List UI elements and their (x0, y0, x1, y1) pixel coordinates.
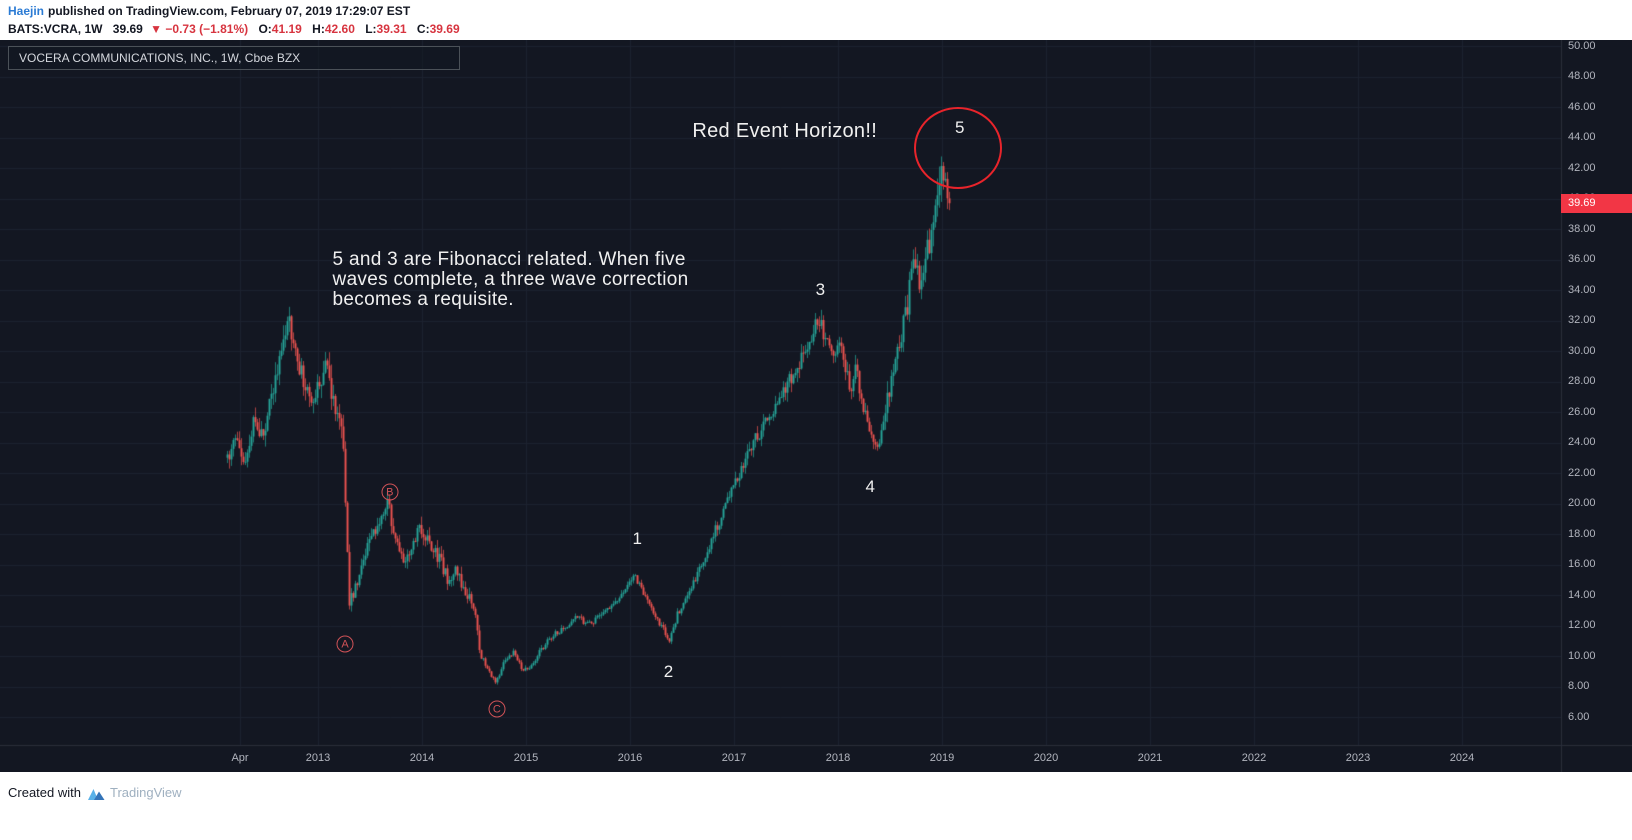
price-change-text: ▼ −0.73 (−1.81%) (150, 22, 249, 36)
publish-line: Haejin published on TradingView.com, Febr… (8, 4, 410, 18)
close-group: C:39.69 (417, 22, 460, 36)
price-tick-label: 36.00 (1568, 253, 1596, 265)
low-label: L: (365, 22, 377, 36)
low-value: 39.31 (376, 22, 407, 36)
price-tick-label: 12.00 (1568, 619, 1596, 631)
low-group: L:39.31 (365, 22, 406, 36)
price-tick-label: 42.00 (1568, 161, 1596, 174)
tradingview-brand-link[interactable]: TradingView (109, 785, 182, 800)
time-tick-label: 2020 (1033, 752, 1059, 764)
price-tick-label: 8.00 (1568, 680, 1590, 692)
symbol-info-line: BATS:VCRA, 1W 39.69 ▼ −0.73 (−1.81%) O:4… (8, 22, 467, 36)
publish-info-bar: Haejin published on TradingView.com, Febr… (0, 0, 1632, 40)
time-tick-label: 2019 (929, 752, 955, 764)
time-tick-label: 2024 (1449, 752, 1475, 764)
high-group: H:42.60 (312, 22, 355, 36)
price-tick-label: 18.00 (1568, 527, 1596, 540)
close-label: C: (416, 22, 430, 36)
created-with-text: Created with (8, 785, 81, 800)
candlestick-canvas[interactable] (0, 40, 1632, 772)
price-tick-label: 10.00 (1568, 649, 1596, 662)
high-value: 42.60 (324, 22, 355, 36)
price-tick-label: 34.00 (1568, 283, 1596, 296)
price-tick-label: 28.00 (1568, 375, 1596, 387)
time-tick-label: 2023 (1345, 752, 1371, 764)
price-tick-label: 6.00 (1568, 710, 1590, 723)
chart-legend[interactable]: VOCERA COMMUNICATIONS, INC., 1W, Cboe BZ… (8, 46, 460, 70)
price-tick-label: 44.00 (1568, 131, 1596, 143)
attribution-inner: Created with TradingView (8, 785, 182, 800)
time-tick-label: 2017 (721, 752, 747, 764)
time-tick-label: 2022 (1241, 752, 1267, 764)
open-group: O:41.19 (258, 22, 301, 36)
tradingview-logo-icon[interactable] (87, 786, 105, 800)
time-tick-label: Apr (231, 752, 249, 764)
price-tick-label: 32.00 (1568, 314, 1596, 326)
time-axis[interactable]: Apr 2013 2014 2015 2016 2017 2018 2019 2020 2021 2… (0, 745, 1561, 772)
time-tick-label: 2014 (409, 752, 435, 764)
price-tick-label: 20.00 (1568, 497, 1596, 509)
price-tick-label: 48.00 (1568, 70, 1596, 82)
price-tick-label: 46.00 (1568, 100, 1596, 113)
price-tick-label: 50.00 (1568, 40, 1596, 52)
last-price-text: 39.69 (112, 22, 143, 36)
time-tick-label: 2013 (305, 752, 331, 764)
open-label: O: (258, 22, 272, 36)
price-tick-label: 22.00 (1568, 466, 1596, 479)
high-label: H: (312, 22, 325, 36)
publish-text: published on TradingView.com, February 0… (48, 4, 411, 18)
price-tick-label: 24.00 (1568, 436, 1596, 448)
open-value: 41.19 (271, 22, 302, 36)
attribution-bar: Created with TradingView (0, 772, 1632, 840)
price-axis[interactable]: 50.0048.0046.0044.0042.0040.0038.0036.00… (1561, 40, 1632, 745)
chart-area[interactable]: VOCERA COMMUNICATIONS, INC., 1W, Cboe BZ… (0, 40, 1632, 772)
last-price-badge-value: 39.69 (1568, 196, 1596, 209)
price-tick-label: 16.00 (1568, 558, 1596, 570)
price-tick-label: 14.00 (1568, 588, 1596, 601)
price-tick-label: 30.00 (1568, 344, 1596, 357)
time-tick-label: 2021 (1137, 752, 1163, 764)
author-link[interactable]: Haejin (8, 4, 45, 18)
price-tick-label: 38.00 (1568, 222, 1596, 235)
time-tick-label: 2018 (825, 752, 851, 764)
time-tick-label: 2016 (617, 752, 643, 764)
time-tick-label: 2015 (513, 752, 539, 764)
symbol-interval-label: BATS:VCRA, 1W (8, 22, 103, 36)
price-tick-label: 26.00 (1568, 405, 1596, 418)
chart-legend-title: VOCERA COMMUNICATIONS, INC., 1W, Cboe BZ… (19, 51, 301, 65)
last-price-badge: 39.69 (1561, 193, 1632, 213)
close-value: 39.69 (429, 22, 460, 36)
